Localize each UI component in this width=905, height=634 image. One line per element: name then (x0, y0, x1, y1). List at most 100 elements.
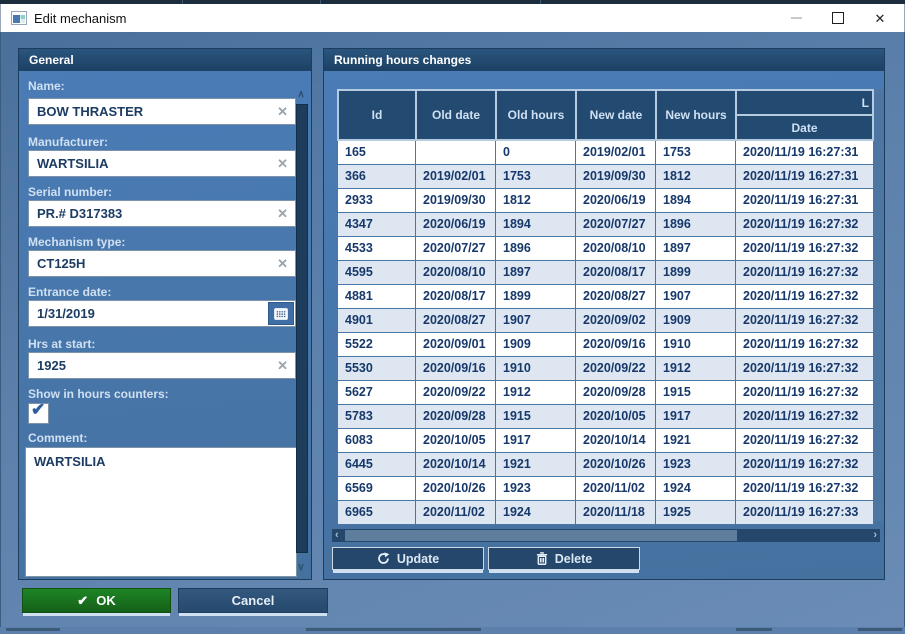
table-cell: 2933 (338, 189, 416, 212)
table-row[interactable]: 165 0 2019/02/01 1753 2020/11/19 16:27:31 (338, 141, 874, 165)
hrs-at-start-input[interactable] (29, 353, 295, 378)
table-cell: 1753 (656, 141, 736, 164)
left-panel-scrollbar[interactable]: ∧ ∨ (294, 89, 308, 573)
minimize-icon (790, 17, 802, 19)
table-cell: 2020/07/27 (416, 237, 496, 260)
table-cell: 1812 (496, 189, 576, 212)
table-horizontal-scrollbar[interactable]: ‹ › (332, 529, 880, 542)
scroll-up-icon[interactable]: ∧ (297, 89, 305, 100)
col-header-old-hours[interactable]: Old hours (497, 91, 577, 139)
table-cell: 6083 (338, 429, 416, 452)
table-row[interactable]: 5627 2020/09/22 1912 2020/09/28 1915 2020/11/… (338, 381, 874, 405)
table-row[interactable]: 6083 2020/10/05 1917 2020/10/14 1921 2020/11/… (338, 429, 874, 453)
cancel-button[interactable]: Cancel (178, 588, 328, 613)
running-hours-table: Id Old date Old hours New date New hours… (337, 89, 874, 525)
maximize-button[interactable] (818, 4, 858, 32)
serial-number-input[interactable] (29, 201, 295, 226)
table-cell: 2020/11/19 16:27:33 (736, 501, 874, 524)
table-cell: 2020/11/02 (416, 501, 496, 524)
table-cell: 1923 (656, 453, 736, 476)
hscrollbar-thumb[interactable] (345, 530, 737, 541)
col-header-new-date[interactable]: New date (577, 91, 657, 139)
table-vertical-scrollbar[interactable] (874, 89, 884, 521)
col-header-new-hours[interactable]: New hours (657, 91, 737, 139)
table-cell: 2020/10/14 (416, 453, 496, 476)
clear-icon[interactable]: ✕ (277, 358, 288, 373)
running-hours-header: Running hours changes (324, 49, 884, 71)
table-row[interactable]: 6569 2020/10/26 1923 2020/11/02 1924 2020/11/… (338, 477, 874, 501)
show-in-counters-checkbox[interactable]: ✔ (28, 400, 49, 424)
table-cell: 1909 (496, 333, 576, 356)
manufacturer-input[interactable] (29, 151, 295, 176)
table-cell: 1910 (496, 357, 576, 380)
serial-number-label: Serial number: (28, 185, 113, 199)
table-cell: 5627 (338, 381, 416, 404)
table-cell: 2020/09/16 (576, 333, 656, 356)
table-cell: 1910 (656, 333, 736, 356)
table-cell: 2020/10/05 (416, 429, 496, 452)
table-cell: 1924 (656, 477, 736, 500)
table-row[interactable]: 4533 2020/07/27 1896 2020/08/10 1897 2020/11/… (338, 237, 874, 261)
col-header-id[interactable]: Id (339, 91, 417, 139)
minimize-button[interactable] (776, 4, 816, 32)
table-cell: 2020/11/19 16:27:32 (736, 453, 874, 476)
table-cell: 2020/09/22 (416, 381, 496, 404)
table-cell: 6445 (338, 453, 416, 476)
col-header-group-top[interactable]: L (737, 91, 872, 116)
table-cell: 366 (338, 165, 416, 188)
col-header-old-date[interactable]: Old date (417, 91, 497, 139)
table-row[interactable]: 366 2019/02/01 1753 2019/09/30 1812 2020/11/1… (338, 165, 874, 189)
col-header-date[interactable]: Date (737, 116, 872, 139)
table-cell: 1915 (496, 405, 576, 428)
clear-icon[interactable]: ✕ (277, 256, 288, 271)
table-cell: 1924 (496, 501, 576, 524)
table-row[interactable]: 5783 2020/09/28 1915 2020/10/05 1917 2020/11/… (338, 405, 874, 429)
entrance-date-label: Entrance date: (28, 285, 112, 299)
table-cell: 1917 (496, 429, 576, 452)
table-cell: 2020/11/18 (576, 501, 656, 524)
table-row[interactable]: 4595 2020/08/10 1897 2020/08/17 1899 2020/11/… (338, 261, 874, 285)
table-row[interactable]: 2933 2019/09/30 1812 2020/06/19 1894 2020/11/… (338, 189, 874, 213)
clear-icon[interactable]: ✕ (277, 104, 288, 119)
table-body: 165 0 2019/02/01 1753 2020/11/19 16:27:31 366… (337, 141, 874, 525)
ok-button[interactable]: ✔ OK (22, 588, 171, 613)
table-row[interactable]: 4347 2020/06/19 1894 2020/07/27 1896 2020/11/… (338, 213, 874, 237)
table-row[interactable]: 4901 2020/08/27 1907 2020/09/02 1909 2020/11/… (338, 309, 874, 333)
name-input[interactable] (29, 99, 295, 124)
table-row[interactable]: 6965 2020/11/02 1924 2020/11/18 1925 2020/11/… (338, 501, 874, 525)
manufacturer-label: Manufacturer: (28, 135, 109, 149)
table-cell (416, 141, 496, 164)
col-header-group: L Date (737, 91, 872, 139)
table-cell: 2020/11/19 16:27:32 (736, 237, 874, 260)
table-cell: 1921 (656, 429, 736, 452)
update-button[interactable]: Update (332, 547, 484, 570)
table-cell: 2020/08/27 (576, 285, 656, 308)
table-cell: 1912 (496, 381, 576, 404)
scroll-down-icon[interactable]: ∨ (297, 562, 305, 573)
scroll-right-icon[interactable]: › (873, 529, 877, 541)
entrance-date-input[interactable] (29, 301, 295, 326)
serial-number-field-wrap: ✕ (28, 200, 296, 227)
table-row[interactable]: 5522 2020/09/01 1909 2020/09/16 1910 2020/11/… (338, 333, 874, 357)
table-cell: 1897 (656, 237, 736, 260)
table-cell: 2020/07/27 (576, 213, 656, 236)
close-button[interactable]: ✕ (860, 4, 900, 32)
clear-icon[interactable]: ✕ (277, 156, 288, 171)
cancel-button-label: Cancel (231, 593, 275, 608)
delete-button[interactable]: Delete (488, 547, 640, 570)
table-cell: 1925 (656, 501, 736, 524)
table-cell: 4595 (338, 261, 416, 284)
comment-textarea[interactable]: WARTSILIA (25, 447, 297, 577)
table-row[interactable]: 4881 2020/08/17 1899 2020/08/27 1907 2020/11/… (338, 285, 874, 309)
table-cell: 2020/06/19 (416, 213, 496, 236)
table-cell: 2020/08/10 (416, 261, 496, 284)
scrollbar-thumb[interactable] (296, 104, 308, 553)
clear-icon[interactable]: ✕ (277, 206, 288, 221)
table-row[interactable]: 5530 2020/09/16 1910 2020/09/22 1912 2020/11/… (338, 357, 874, 381)
scroll-left-icon[interactable]: ‹ (335, 529, 339, 541)
mechanism-type-input[interactable] (29, 251, 295, 276)
calendar-button[interactable] (268, 302, 294, 325)
table-cell: 2020/08/17 (576, 261, 656, 284)
table-row[interactable]: 6445 2020/10/14 1921 2020/10/26 1923 2020/11/… (338, 453, 874, 477)
table-cell: 6569 (338, 477, 416, 500)
